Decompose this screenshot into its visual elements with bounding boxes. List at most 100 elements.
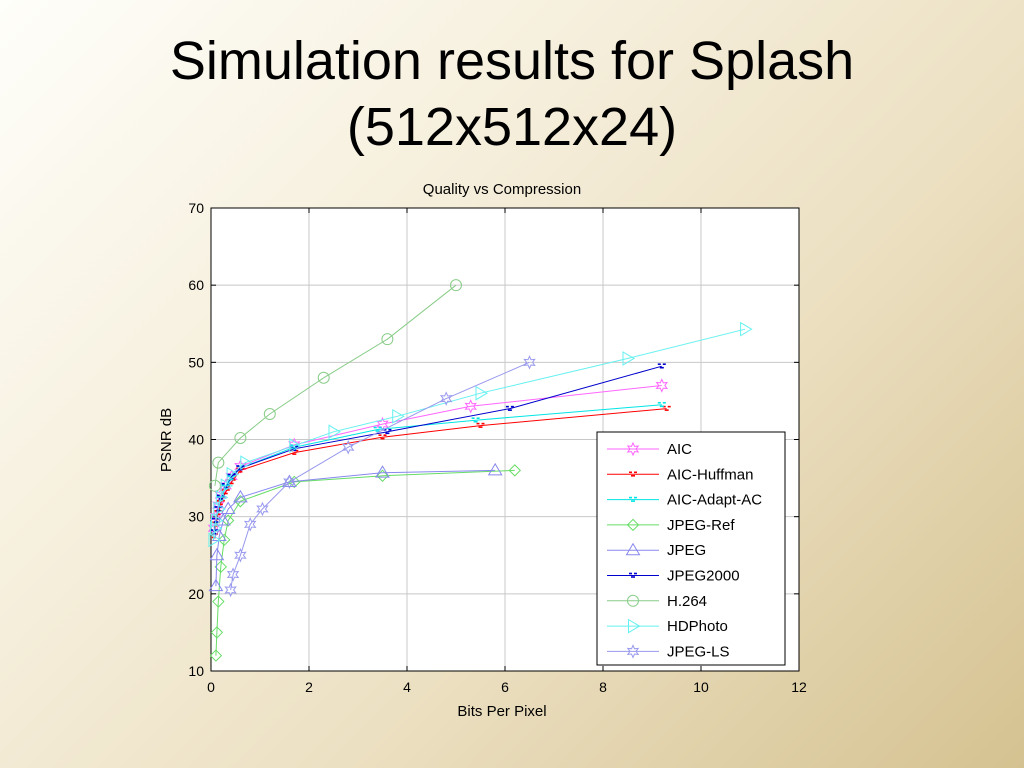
- data-point-jpeg-ref: [210, 626, 224, 639]
- legend-swatch-marker: [629, 471, 637, 477]
- y-tick-label: 60: [188, 277, 204, 293]
- data-point-jpeg: [487, 462, 503, 476]
- legend-item-h-264: H.264: [607, 593, 707, 610]
- data-point-jpeg: [375, 465, 390, 478]
- series-jpeg: [208, 462, 503, 592]
- data-point-jpeg: [209, 547, 225, 561]
- legend-label: HDPhoto: [667, 618, 728, 635]
- legend-label: AIC-Adapt-AC: [667, 492, 762, 509]
- x-tick-label: 0: [207, 679, 215, 695]
- series-line-jpeg-ls: [230, 361, 530, 591]
- series-line-hdphoto: [212, 328, 746, 540]
- data-point-hdphoto: [622, 351, 635, 366]
- legend-label: JPEG-Ref: [667, 517, 735, 534]
- data-point-hdphoto: [328, 424, 341, 440]
- legend-swatch-marker: [626, 441, 640, 457]
- data-point-jpeg-ls: [226, 567, 240, 582]
- data-point-hdphoto: [209, 520, 223, 536]
- series-line-jpeg-ref: [215, 469, 515, 656]
- data-point-aic-huffman: [378, 434, 387, 440]
- legend-item-jpeg-ref: JPEG-Ref: [607, 517, 735, 534]
- legend-item-aic-adapt-ac: AIC-Adapt-AC: [607, 492, 762, 509]
- slide-title: Simulation results for Splash (512x512x2…: [0, 28, 1024, 160]
- legend: AIC AIC-Huffman AIC-Adapt-AC JPEG-Ref JPEG JP…: [596, 431, 786, 666]
- x-tick-label: 10: [693, 679, 709, 695]
- data-point-jpeg: [220, 501, 236, 514]
- series-h-264: [208, 279, 462, 492]
- data-point-jpeg-ref: [508, 464, 522, 477]
- data-point-aic-adapt-ac: [373, 426, 382, 432]
- data-point-hdphoto: [240, 455, 253, 471]
- data-point-hdphoto: [392, 408, 405, 424]
- data-point-hdphoto: [220, 478, 234, 494]
- legend-label: H.264: [667, 593, 707, 610]
- legend-label: JPEG2000: [667, 568, 740, 585]
- data-point-jpeg-ls: [439, 391, 453, 406]
- y-tick-label: 10: [188, 663, 204, 679]
- data-point-hdphoto: [215, 489, 229, 505]
- legend-item-jpeg-ls: JPEG-LS: [607, 643, 730, 660]
- plot-frame: [210, 207, 800, 672]
- data-point-aic-huffman: [476, 422, 485, 428]
- data-point-h-264: [234, 431, 247, 444]
- data-point-jpeg2000: [505, 405, 514, 411]
- data-point-jpeg-ref: [212, 595, 225, 608]
- slide-title-line-2: (512x512x24): [346, 97, 678, 157]
- data-point-h-264: [317, 371, 330, 384]
- data-point-hdphoto: [475, 385, 488, 401]
- legend-swatch-marker: [626, 644, 640, 659]
- legend-label: AIC: [667, 441, 692, 458]
- legend-swatch-marker: [625, 542, 641, 556]
- x-tick-label: 8: [599, 679, 607, 695]
- legend-item-aic-huffman: AIC-Huffman: [607, 466, 753, 483]
- x-tick-label: 6: [501, 679, 509, 695]
- legend-item-aic: AIC: [607, 441, 692, 458]
- series-jpeg-ls: [224, 355, 536, 598]
- data-point-h-264: [450, 279, 462, 292]
- legend-item-jpeg2000: JPEG2000: [607, 568, 740, 585]
- data-point-jpeg-ref: [218, 533, 231, 547]
- legend-label: AIC-Huffman: [667, 466, 753, 483]
- y-tick-label: 50: [188, 354, 204, 370]
- legend-item-jpeg: JPEG: [607, 542, 706, 559]
- legend-label: JPEG-LS: [667, 643, 730, 660]
- data-point-aic-adapt-ac: [657, 401, 666, 408]
- slide-title-line-1: Simulation results for Splash: [169, 31, 855, 91]
- data-point-jpeg-ls: [224, 582, 237, 598]
- legend-swatch-marker: [627, 594, 639, 607]
- y-tick-label: 20: [188, 586, 204, 602]
- data-point-jpeg-ref: [234, 495, 247, 508]
- data-point-h-264: [263, 408, 276, 421]
- data-point-jpeg-ls: [283, 474, 296, 490]
- data-point-jpeg-ls: [234, 548, 247, 563]
- y-tick-label: 40: [188, 432, 204, 448]
- data-point-h-264: [212, 456, 225, 469]
- data-point-hdphoto: [210, 513, 224, 528]
- series-jpeg-ref: [209, 464, 522, 662]
- data-point-h-264: [208, 479, 221, 492]
- data-point-jpeg-ls: [243, 517, 257, 532]
- data-point-jpeg-ref: [214, 560, 228, 574]
- data-point-jpeg-ref: [288, 475, 301, 489]
- legend-swatch-marker: [629, 496, 637, 502]
- series-line-h-264: [214, 284, 457, 486]
- series-line-aic-huffman: [213, 408, 667, 537]
- data-point-hdphoto: [740, 321, 753, 337]
- data-point-jpeg-ls: [523, 355, 536, 370]
- data-point-h-264: [381, 333, 394, 346]
- chart-title: Quality vs Compression: [423, 181, 581, 198]
- y-axis-label: PSNR dB: [158, 408, 175, 472]
- legend-swatch-marker: [629, 572, 637, 578]
- series-hdphoto: [208, 321, 753, 548]
- data-point-jpeg: [233, 489, 248, 503]
- x-tick-label: 12: [791, 679, 807, 695]
- x-axis-label: Bits Per Pixel: [457, 703, 546, 720]
- legend-item-hdphoto: HDPhoto: [607, 618, 728, 635]
- data-point-jpeg-ls: [341, 439, 355, 455]
- legend-swatch-marker: [626, 518, 640, 532]
- y-tick-label: 70: [188, 200, 204, 216]
- data-point-jpeg-ref: [376, 469, 389, 482]
- data-point-jpeg2000: [657, 363, 666, 369]
- x-tick-label: 2: [305, 679, 313, 695]
